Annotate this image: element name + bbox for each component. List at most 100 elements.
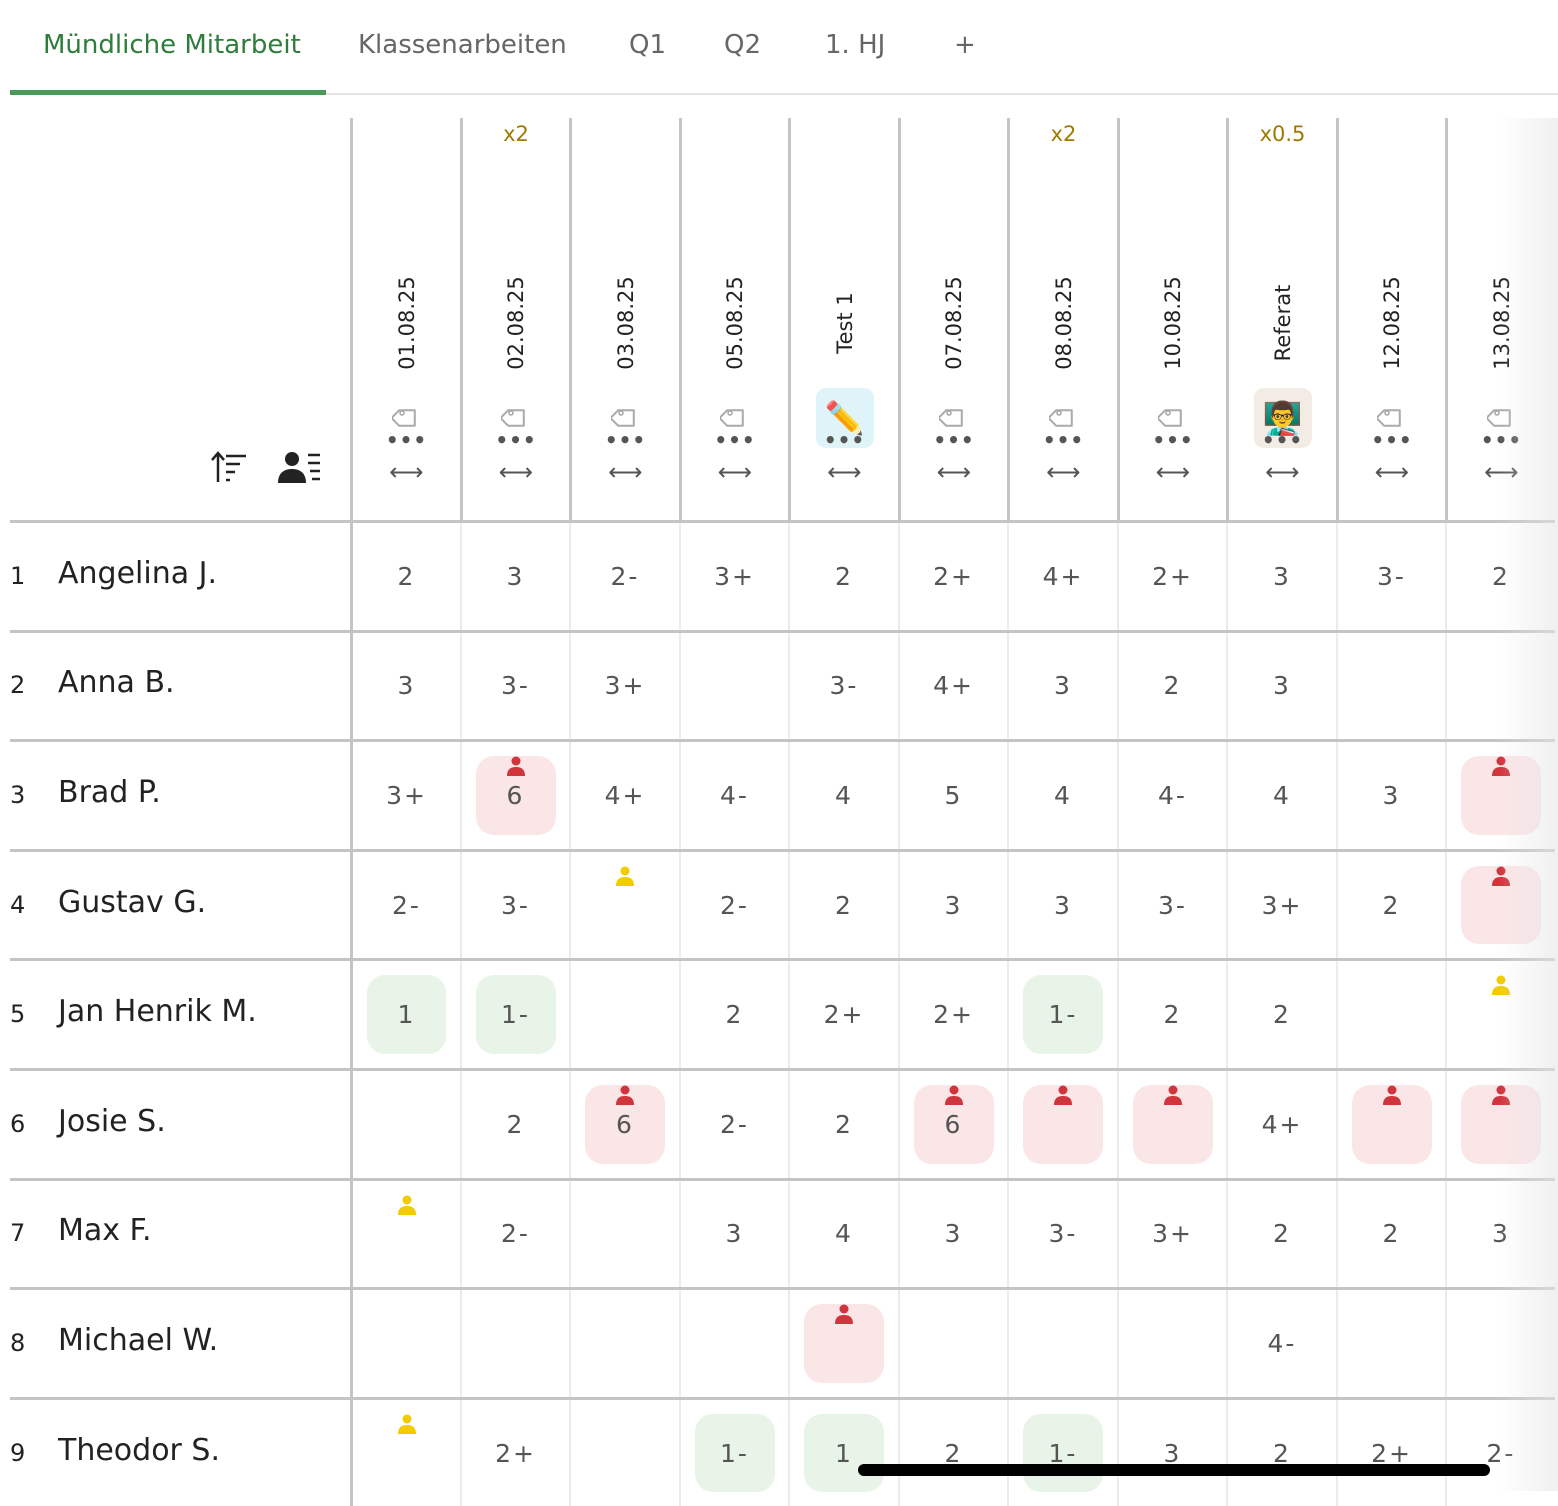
grade-cell[interactable] (678, 632, 789, 740)
grade-cell[interactable] (459, 1290, 570, 1397)
grade-cell[interactable]: 3 (897, 1180, 1008, 1288)
grade-cell[interactable]: 2 (1116, 961, 1227, 1068)
grade-cell[interactable]: 4+ (897, 632, 1008, 740)
more-options-icon[interactable]: ••• (714, 428, 756, 452)
grade-cell[interactable]: 3- (459, 632, 570, 740)
grade-cell[interactable] (1007, 1290, 1117, 1397)
grade-cell[interactable]: 3+ (350, 742, 460, 849)
grade-cell[interactable]: 3+ (569, 632, 679, 740)
grade-cell[interactable]: 3- (1335, 523, 1446, 630)
grade-cell[interactable]: 4- (1226, 1290, 1336, 1397)
resize-column-icon[interactable]: ⟷ (498, 458, 534, 486)
grade-cell[interactable] (1445, 1290, 1555, 1397)
column-title[interactable]: 03.08.25 (613, 276, 638, 370)
grade-cell[interactable]: 2+ (1116, 523, 1227, 630)
tag-icon[interactable] (925, 388, 983, 448)
column-title[interactable]: 01.08.25 (394, 276, 419, 370)
column-title[interactable]: Test 1 (832, 292, 857, 354)
grade-cell[interactable] (1335, 1290, 1446, 1397)
grade-cell[interactable] (350, 1290, 460, 1397)
more-options-icon[interactable]: ••• (933, 428, 975, 452)
student-name[interactable]: Jan Henrik M. (58, 994, 257, 1030)
grade-cell[interactable] (569, 851, 679, 959)
more-options-icon[interactable]: ••• (385, 428, 428, 452)
column-header[interactable]: x2 02.08.25 ••• ⟷ (459, 118, 570, 520)
grade-cell[interactable]: 6 (897, 1071, 1008, 1178)
more-options-icon[interactable]: ••• (1152, 428, 1194, 452)
tag-icon[interactable] (1035, 388, 1093, 448)
grade-cell[interactable]: 1 (350, 961, 460, 1068)
tab-q1[interactable]: Q1 (629, 30, 667, 60)
grade-cell[interactable]: 3+ (1116, 1180, 1227, 1288)
grade-cell[interactable]: 3 (350, 632, 460, 740)
student-name[interactable]: Theodor S. (58, 1432, 220, 1468)
grade-cell[interactable]: 1- (1007, 1399, 1117, 1506)
grade-cell[interactable]: 3- (1007, 1180, 1117, 1288)
resize-column-icon[interactable]: ⟷ (389, 458, 424, 486)
grade-cell[interactable]: 4 (1007, 742, 1117, 849)
grade-cell[interactable]: 4 (788, 1180, 898, 1288)
tag-icon[interactable] (706, 388, 764, 448)
tag-icon[interactable] (487, 388, 545, 448)
grade-cell[interactable]: 2 (678, 961, 789, 1068)
grade-cell[interactable]: 3+ (678, 523, 789, 630)
more-options-icon[interactable]: ••• (1261, 428, 1304, 452)
resize-column-icon[interactable]: ⟷ (608, 458, 643, 486)
sort-ascending-icon[interactable] (210, 450, 250, 484)
grade-cell[interactable]: 2 (1226, 1180, 1336, 1288)
grade-cell[interactable]: 2 (1116, 632, 1227, 740)
more-options-icon[interactable]: ••• (495, 428, 537, 452)
column-header[interactable]: x0.5 Referat 👨‍🏫 ••• ⟷ (1226, 118, 1336, 520)
grade-cell[interactable] (1116, 1290, 1227, 1397)
grade-cell[interactable] (569, 1399, 679, 1506)
grade-cell[interactable] (350, 1399, 460, 1506)
tag-icon[interactable] (1144, 388, 1202, 448)
grade-cell[interactable]: 2+ (1335, 1399, 1446, 1506)
grade-cell[interactable] (1335, 1071, 1446, 1178)
grade-cell[interactable] (569, 1180, 679, 1288)
grade-cell[interactable]: 3 (1007, 851, 1117, 959)
tab-1-hj[interactable]: 1. HJ (825, 30, 886, 60)
column-title[interactable]: 12.08.25 (1380, 276, 1404, 370)
grade-cell[interactable] (1116, 1071, 1227, 1178)
resize-column-icon[interactable]: ⟷ (1155, 458, 1191, 486)
student-name[interactable]: Michael W. (58, 1322, 219, 1358)
tab-muendliche-mitarbeit[interactable]: Mündliche Mitarbeit (43, 30, 301, 60)
column-title[interactable]: 02.08.25 (504, 276, 528, 370)
grade-cell[interactable]: 3 (897, 851, 1008, 959)
grade-cell[interactable] (897, 1290, 1008, 1397)
grade-cell[interactable]: 2- (678, 851, 789, 959)
column-emoji-icon[interactable]: ✏️ (815, 388, 874, 448)
grade-cell[interactable]: 2+ (459, 1399, 570, 1506)
grade-cell[interactable]: 4+ (1007, 523, 1117, 630)
grade-cell[interactable]: 2- (350, 851, 460, 959)
column-header[interactable]: 07.08.25 ••• ⟷ (897, 118, 1008, 520)
grade-cell[interactable]: 5 (897, 742, 1008, 849)
grade-cell[interactable]: 3 (459, 523, 570, 630)
column-header[interactable]: 03.08.25 ••• ⟷ (569, 118, 679, 520)
tab-q2[interactable]: Q2 (724, 30, 762, 60)
more-options-icon[interactable]: ••• (1371, 428, 1413, 452)
column-emoji-icon[interactable]: 👨‍🏫 (1253, 388, 1312, 448)
more-options-icon[interactable]: ••• (1042, 428, 1085, 452)
grade-cell[interactable]: 1 (788, 1399, 898, 1506)
student-name[interactable]: Angelina J. (58, 555, 218, 591)
grade-cell[interactable]: 3 (1226, 523, 1336, 630)
column-header[interactable]: 10.08.25 ••• ⟷ (1116, 118, 1227, 520)
grade-cell[interactable]: 2 (788, 851, 898, 959)
resize-column-icon[interactable]: ⟷ (1265, 458, 1300, 486)
grade-cell[interactable]: 2+ (897, 523, 1008, 630)
grade-cell[interactable]: 2 (1226, 1399, 1336, 1506)
column-header[interactable]: 05.08.25 ••• ⟷ (678, 118, 789, 520)
grade-cell[interactable]: 2- (569, 523, 679, 630)
column-header[interactable]: 01.08.25 ••• ⟷ (350, 118, 460, 520)
student-name[interactable]: Josie S. (58, 1103, 166, 1139)
grade-cell[interactable]: 2 (788, 1071, 898, 1178)
grade-cell[interactable] (1445, 632, 1555, 740)
column-title[interactable]: Referat (1270, 284, 1295, 362)
grade-cell[interactable]: 2 (1335, 851, 1446, 959)
grade-cell[interactable]: 2- (459, 1180, 570, 1288)
grade-cell[interactable] (350, 1071, 460, 1178)
grade-cell[interactable]: 6 (459, 742, 570, 849)
resize-column-icon[interactable]: ⟷ (1374, 458, 1410, 486)
